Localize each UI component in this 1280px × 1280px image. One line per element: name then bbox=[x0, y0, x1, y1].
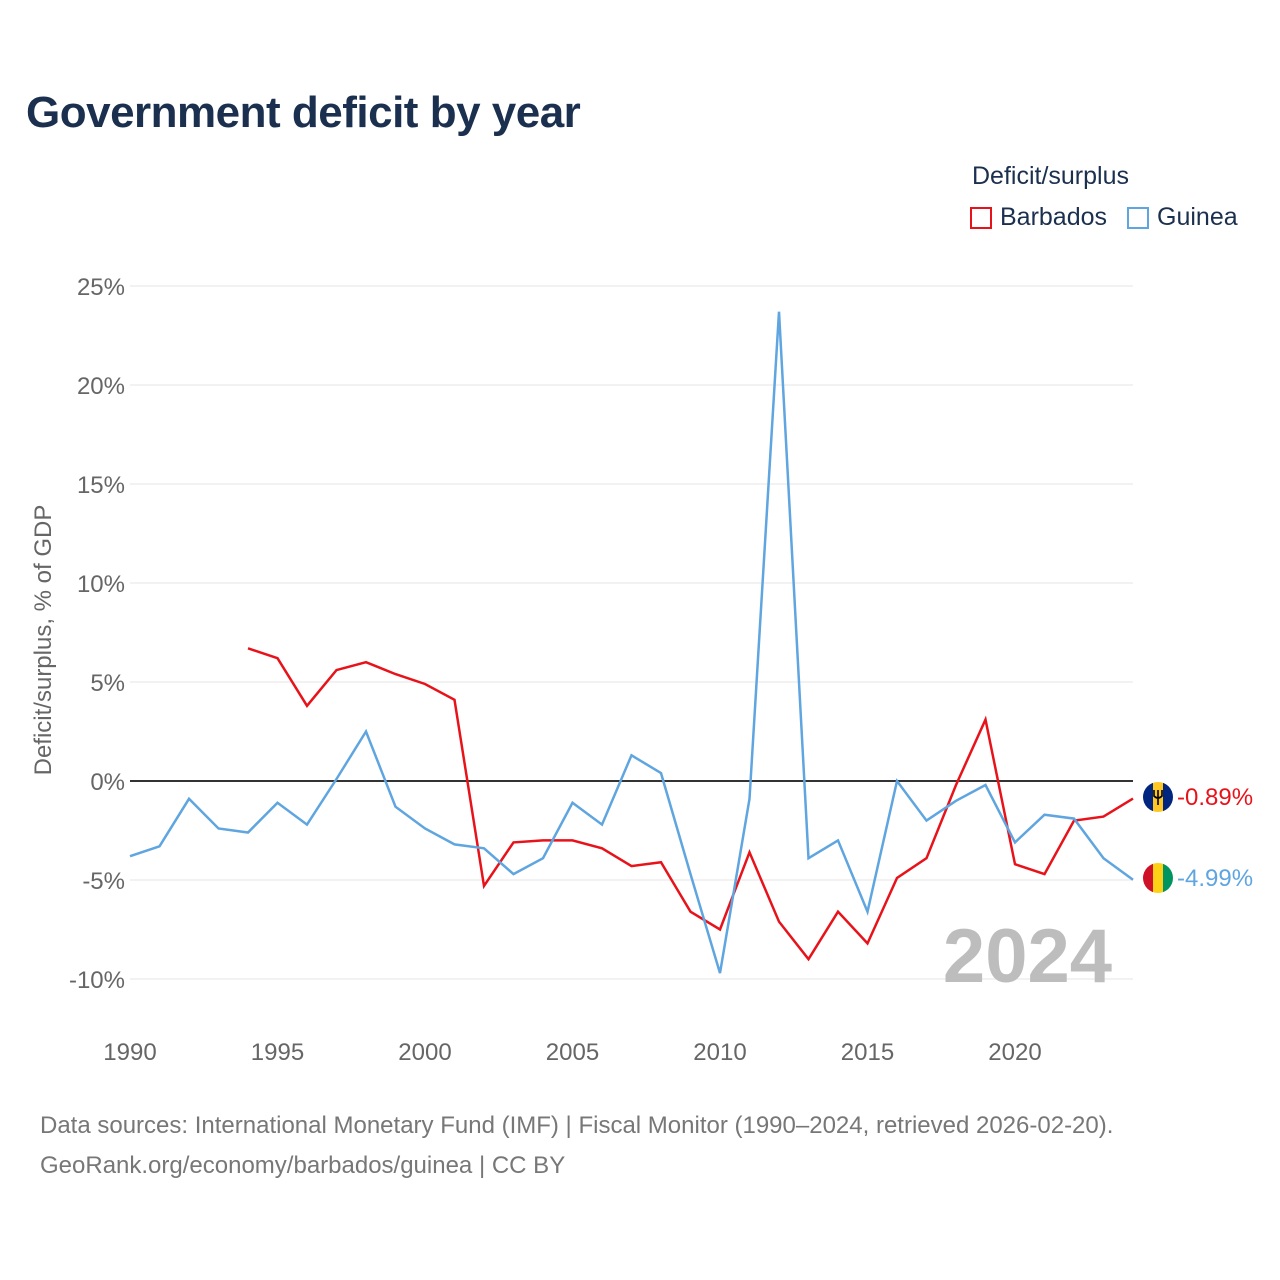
x-tick-label: 1995 bbox=[251, 1039, 304, 1066]
y-tick-label: 5% bbox=[90, 670, 125, 697]
y-tick-label: -5% bbox=[82, 868, 125, 895]
y-tick-label: 20% bbox=[77, 373, 125, 400]
x-tick-label: 2000 bbox=[398, 1039, 451, 1066]
x-tick-label: 1990 bbox=[103, 1039, 156, 1066]
end-value-barbados: -0.89% bbox=[1177, 784, 1253, 811]
y-axis-label: Deficit/surplus, % of GDP bbox=[30, 505, 57, 776]
y-tick-label: 15% bbox=[77, 472, 125, 499]
legend: Barbados Guinea bbox=[970, 203, 1238, 232]
y-tick-label: -10% bbox=[69, 967, 125, 994]
source-line-1[interactable]: Data sources: International Monetary Fun… bbox=[40, 1112, 1114, 1139]
source-note: Data sources: International Monetary Fun… bbox=[40, 1106, 1113, 1186]
series-line-barbados[interactable] bbox=[247, 647, 1134, 962]
y-tick-label: 25% bbox=[77, 274, 125, 301]
legend-item-guinea[interactable]: Guinea bbox=[1127, 203, 1238, 232]
series-line-guinea[interactable] bbox=[129, 311, 1134, 974]
legend-item-barbados[interactable]: Barbados bbox=[970, 203, 1107, 232]
end-value-guinea: -4.99% bbox=[1177, 865, 1253, 892]
x-tick-label: 2005 bbox=[546, 1039, 599, 1066]
y-tick-label: 0% bbox=[90, 769, 125, 796]
legend-swatch-guinea bbox=[1127, 206, 1150, 229]
legend-title: Deficit/surplus bbox=[972, 162, 1129, 190]
chart-title: Government deficit by year bbox=[26, 88, 581, 137]
y-tick-labels: 25% 20% 15% 10% 5% 0% -5% -10% bbox=[69, 274, 125, 994]
y-tick-label: 10% bbox=[77, 571, 125, 598]
x-tick-labels: 1990 1995 2000 2005 2010 2015 2020 bbox=[103, 1039, 1041, 1066]
series-layer bbox=[129, 311, 1134, 974]
x-tick-label: 2010 bbox=[693, 1039, 746, 1066]
legend-label-barbados: Barbados bbox=[1000, 203, 1108, 231]
grid-layer bbox=[130, 285, 1133, 980]
legend-swatch-barbados bbox=[970, 206, 992, 229]
flag-barbados-icon bbox=[1143, 782, 1173, 812]
x-tick-label: 2020 bbox=[988, 1039, 1041, 1066]
year-watermark: 2024 bbox=[943, 914, 1112, 999]
legend-label-guinea: Guinea bbox=[1157, 203, 1238, 231]
x-tick-label: 2015 bbox=[841, 1039, 894, 1066]
flag-guinea-icon bbox=[1143, 863, 1173, 893]
source-line-2[interactable]: GeoRank.org/economy/barbados/guinea | CC… bbox=[40, 1152, 566, 1179]
